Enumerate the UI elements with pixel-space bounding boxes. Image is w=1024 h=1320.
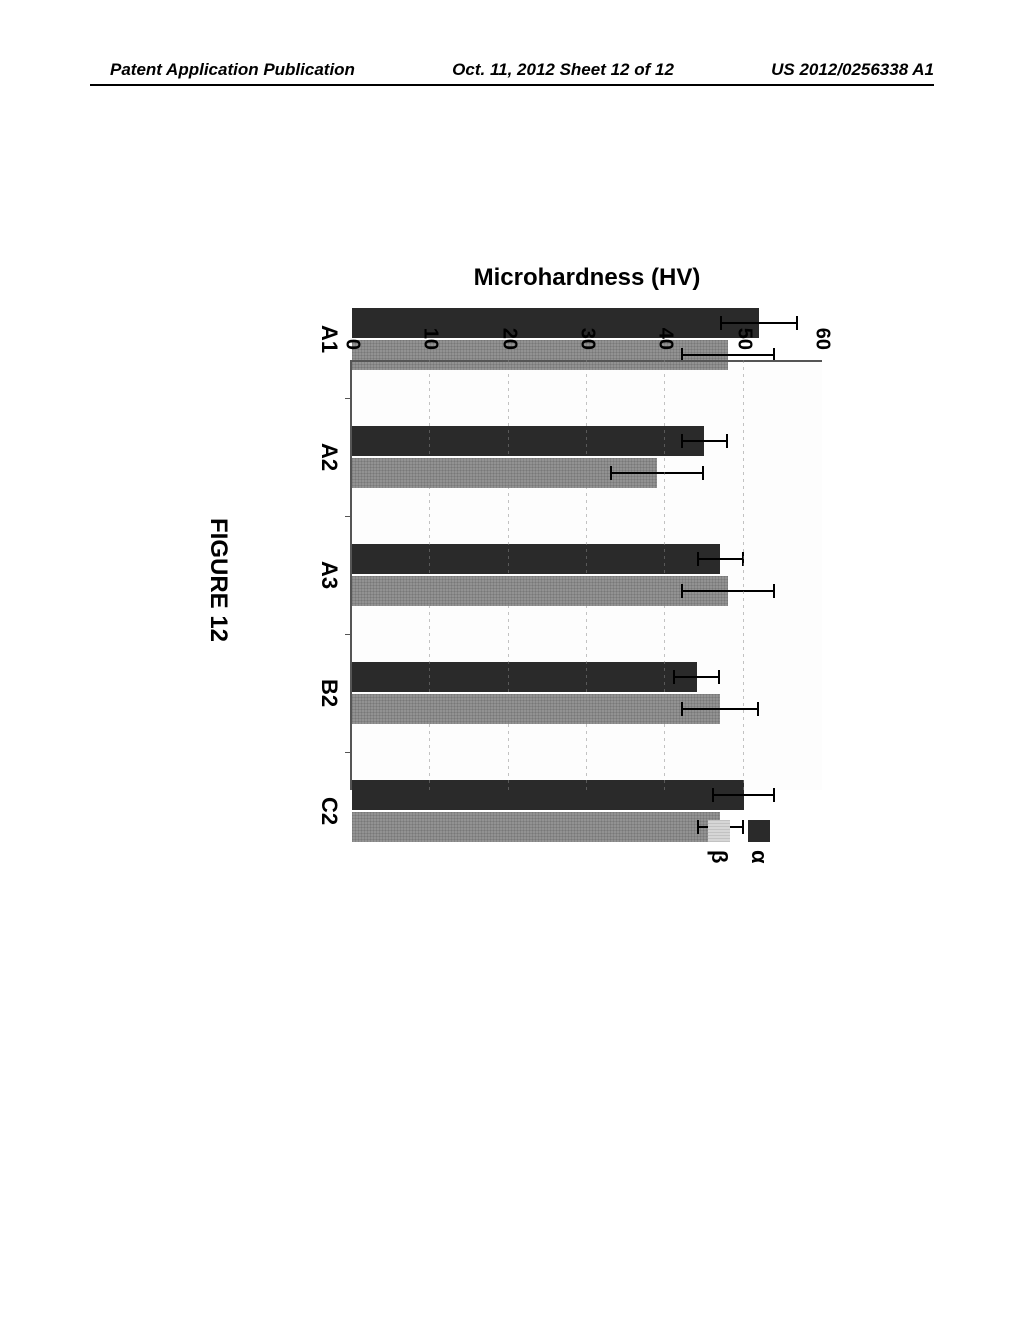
legend: α β bbox=[692, 820, 772, 864]
ytick-label: 30 bbox=[576, 328, 599, 350]
error-bar bbox=[681, 440, 728, 442]
header-rule bbox=[90, 84, 934, 86]
legend-item-alpha: α bbox=[746, 820, 772, 864]
xtick-label: B2 bbox=[316, 679, 342, 707]
xtick-label: A2 bbox=[316, 443, 342, 471]
header-center: Oct. 11, 2012 Sheet 12 of 12 bbox=[452, 60, 674, 80]
header-left: Patent Application Publication bbox=[110, 60, 355, 80]
xtick-mark bbox=[345, 634, 352, 635]
bar-chart: Microhardness (HV) 0 10 20 30 40 50 60 A1 A2 A3 B… bbox=[162, 230, 862, 930]
legend-item-beta: β bbox=[706, 820, 732, 864]
error-bar bbox=[673, 676, 720, 678]
figure-wrap: Microhardness (HV) 0 10 20 30 40 50 60 A1 A2 A3 B… bbox=[0, 230, 1024, 930]
xtick-mark bbox=[345, 516, 352, 517]
legend-label-alpha: α bbox=[746, 850, 772, 864]
gridline bbox=[429, 360, 430, 790]
error-bar bbox=[681, 708, 759, 710]
gridline bbox=[586, 360, 587, 790]
x-axis bbox=[350, 360, 352, 790]
error-bar bbox=[611, 472, 705, 474]
y-axis bbox=[352, 360, 822, 362]
error-bar bbox=[681, 354, 775, 356]
header-right: US 2012/0256338 A1 bbox=[771, 60, 934, 80]
xtick-label: A1 bbox=[316, 325, 342, 353]
ytick-label: 20 bbox=[497, 328, 520, 350]
xtick-label: A3 bbox=[316, 561, 342, 589]
plot-area bbox=[352, 360, 822, 790]
ytick-label: 50 bbox=[732, 328, 755, 350]
ytick-label: 10 bbox=[419, 328, 442, 350]
error-bar bbox=[697, 558, 744, 560]
gridline bbox=[743, 360, 744, 790]
gridline bbox=[508, 360, 509, 790]
xtick-mark bbox=[345, 752, 352, 753]
xtick-label: C2 bbox=[316, 797, 342, 825]
bar-alpha-A1 bbox=[352, 308, 759, 338]
error-bar bbox=[720, 322, 798, 324]
error-bar bbox=[681, 590, 775, 592]
ytick-label: 0 bbox=[341, 339, 364, 350]
error-bar bbox=[712, 794, 775, 796]
bar-alpha-C2 bbox=[352, 780, 744, 810]
bar-alpha-B2 bbox=[352, 662, 697, 692]
bar-alpha-A2 bbox=[352, 426, 705, 456]
legend-label-beta: β bbox=[706, 850, 732, 863]
y-axis-label: Microhardness (HV) bbox=[474, 264, 701, 292]
gridline bbox=[664, 360, 665, 790]
ytick-label: 40 bbox=[654, 328, 677, 350]
bar-beta-C2 bbox=[352, 812, 720, 842]
ytick-label: 60 bbox=[811, 328, 834, 350]
bar-beta-A3 bbox=[352, 576, 728, 606]
figure-caption: FIGURE 12 bbox=[204, 230, 232, 930]
legend-swatch-beta bbox=[708, 820, 730, 842]
bar-beta-A2 bbox=[352, 458, 658, 488]
legend-swatch-alpha bbox=[748, 820, 770, 842]
xtick-mark bbox=[345, 398, 352, 399]
